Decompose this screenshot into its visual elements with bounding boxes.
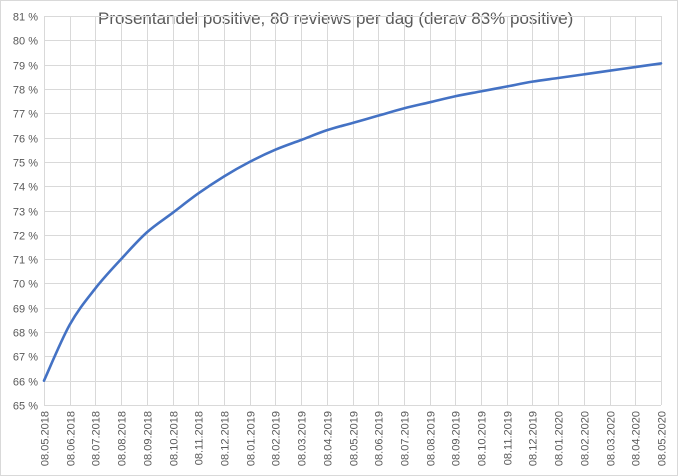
- x-tick-label: 08.03.2020: [606, 411, 618, 466]
- y-tick-label: 67 %: [13, 352, 38, 364]
- x-tick-label: 08.07.2019: [400, 411, 412, 466]
- y-tick-label: 77 %: [13, 109, 38, 121]
- x-tick-label: 08.03.2019: [297, 411, 309, 466]
- x-tick-label: 08.08.2018: [117, 411, 129, 466]
- x-tick-label: 08.10.2019: [477, 411, 489, 466]
- x-tick-label: 08.02.2019: [271, 411, 283, 466]
- x-tick-label: 08.11.2018: [194, 411, 206, 465]
- y-tick-label: 73 %: [13, 207, 38, 219]
- y-tick-label: 79 %: [13, 61, 38, 73]
- x-tick-label: 08.01.2019: [246, 411, 258, 466]
- x-tick-label: 08.12.2019: [528, 411, 540, 466]
- y-tick-label: 78 %: [13, 85, 38, 97]
- y-tick-label: 75 %: [13, 158, 38, 170]
- x-tick-label: 08.02.2020: [580, 411, 592, 466]
- x-tick-label: 08.04.2019: [323, 411, 335, 466]
- x-tick-label: 08.07.2018: [91, 411, 103, 466]
- y-tick-label: 70 %: [13, 279, 38, 291]
- y-tick-label: 65 %: [13, 401, 38, 413]
- x-tick-label: 08.10.2018: [169, 411, 181, 466]
- y-tick-label: 72 %: [13, 231, 38, 243]
- chart-title: Prosentandel positive, 80 reviews per da…: [98, 9, 574, 28]
- x-tick-label: 08.06.2019: [374, 411, 386, 466]
- y-tick-label: 69 %: [13, 304, 38, 316]
- x-tick-label: 08.05.2020: [657, 411, 669, 466]
- x-tick-label: 08.09.2019: [451, 411, 463, 466]
- x-tick-label: 08.11.2019: [503, 411, 515, 465]
- y-tick-label: 74 %: [13, 182, 38, 194]
- y-tick-label: 66 %: [13, 377, 38, 389]
- x-tick-label: 08.09.2018: [143, 411, 155, 466]
- x-tick-label: 08.08.2019: [426, 411, 438, 466]
- x-tick-label: 08.04.2020: [631, 411, 643, 466]
- y-tick-label: 76 %: [13, 134, 38, 146]
- x-tick-label: 08.01.2020: [554, 411, 566, 466]
- x-tick-label: 08.12.2018: [220, 411, 232, 466]
- x-tick-label: 08.05.2019: [349, 411, 361, 466]
- y-tick-label: 68 %: [13, 328, 38, 340]
- y-tick-label: 71 %: [13, 255, 38, 267]
- y-tick-label: 80 %: [13, 36, 38, 48]
- y-tick-label: 81 %: [13, 12, 38, 24]
- x-tick-label: 08.06.2018: [66, 411, 78, 466]
- x-tick-label: 08.05.2018: [40, 411, 52, 466]
- series-line: [42, 62, 663, 382]
